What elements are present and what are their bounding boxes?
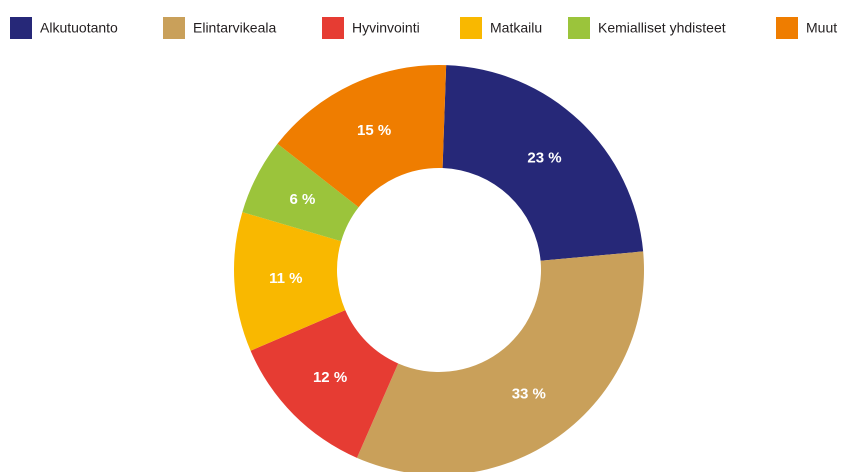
legend-label: Muut [806,20,837,36]
data-label: 11 % [269,270,302,287]
donut-slice [242,143,359,242]
legend-label: Alkutuotanto [40,20,118,36]
legend-swatch [568,17,590,39]
legend-label: Kemialliset yhdisteet [598,20,726,36]
legend-swatch [10,17,32,39]
donut-slice [356,251,644,472]
donut-slice [250,310,399,458]
donut-slice [234,212,346,351]
legend-label: Hyvinvointi [352,20,420,36]
legend-label: Matkailu [490,20,542,36]
data-label: 6 % [290,191,316,208]
data-label: 33 % [512,385,546,402]
donut-slice [277,65,447,208]
data-label: 15 % [357,122,391,139]
legend-swatch [163,17,185,39]
legend-swatch [322,17,344,39]
legend-swatch [776,17,798,39]
data-label: 23 % [527,149,561,166]
legend-label: Elintarvikeala [193,20,276,36]
legend-swatch [460,17,482,39]
data-label: 12 % [313,369,347,386]
donut-slice [442,65,644,261]
